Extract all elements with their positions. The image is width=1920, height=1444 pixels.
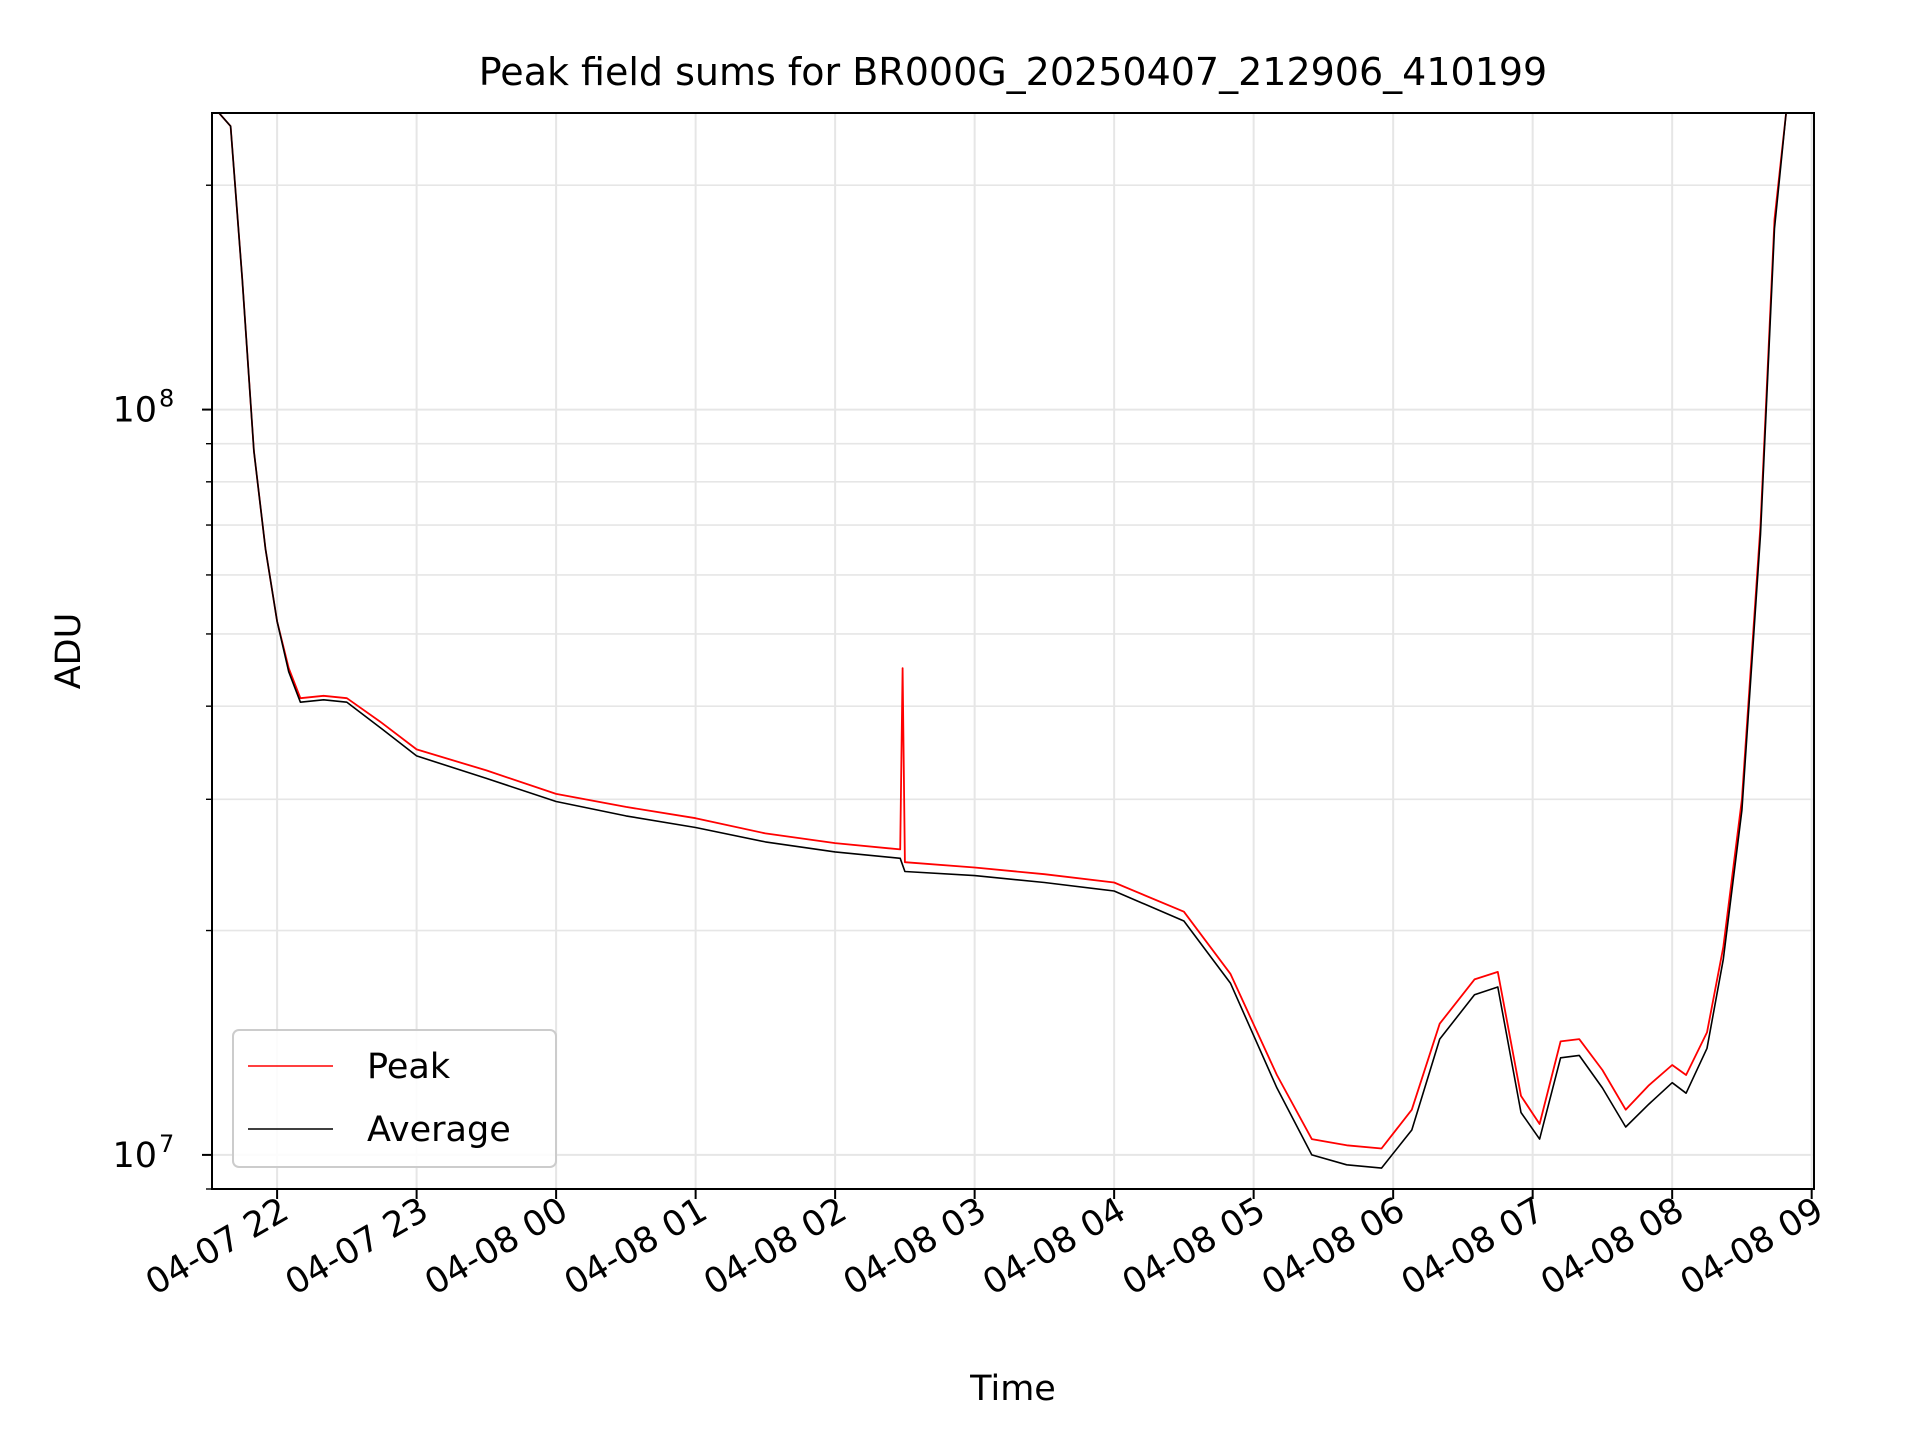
y-tick-label: 10 <box>112 1136 157 1176</box>
series-group <box>218 113 1787 1169</box>
legend: Peak Average <box>232 1029 557 1168</box>
y-tick-exponent: 7 <box>159 1130 174 1158</box>
legend-label-average: Average <box>367 1110 511 1150</box>
legend-box <box>232 1029 557 1168</box>
x-axis-label: Time <box>969 1369 1056 1409</box>
series-line-average <box>218 113 1787 1169</box>
chart-title: Peak field sums for BR000G_20250407_2129… <box>479 50 1547 94</box>
y-tick-label: 10 <box>112 391 157 431</box>
grid <box>212 113 1814 1190</box>
series-line-peak <box>218 113 1787 1150</box>
y-tick-exponent: 8 <box>159 385 174 413</box>
legend-label-peak: Peak <box>367 1047 451 1087</box>
plot-frame <box>211 112 1815 1190</box>
y-axis-label: ADU <box>49 613 89 690</box>
